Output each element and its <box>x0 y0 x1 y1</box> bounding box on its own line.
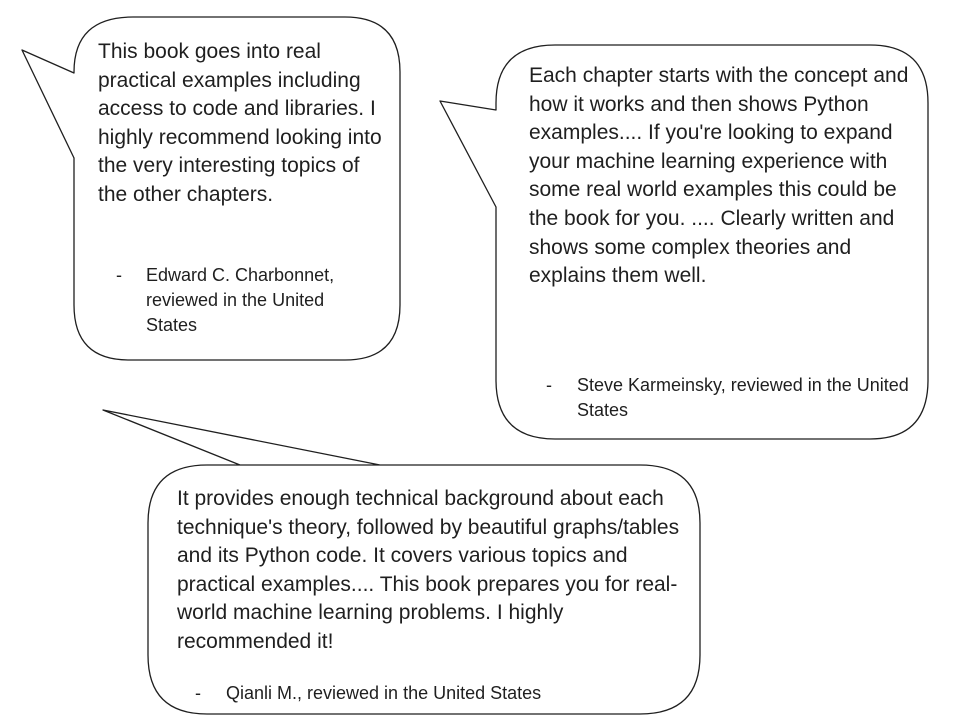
attribution-dash: - <box>116 265 122 285</box>
review-quote-3: It provides enough technical background … <box>177 487 680 653</box>
speech-bubble-1 <box>21 16 401 361</box>
review-quote-1: This book goes into real practical examp… <box>98 40 382 206</box>
review-attribution-3: - Qianli M., reviewed in the United Stat… <box>195 681 675 706</box>
attribution-dash: - <box>546 375 552 395</box>
reviewer-name: Steve Karmeinsky, reviewed in the United… <box>577 375 909 420</box>
reviewer-name: Edward C. Charbonnet, reviewed in the Un… <box>146 265 335 335</box>
speech-bubble-3 <box>102 409 701 715</box>
speech-bubble-2 <box>439 44 929 440</box>
review-quote-2: Each chapter starts with the concept and… <box>529 64 909 288</box>
reviewer-name: Qianli M., reviewed in the United States <box>226 683 542 703</box>
review-attribution-2: - Steve Karmeinsky, reviewed in the Unit… <box>546 373 916 423</box>
review-attribution-1: - Edward C. Charbonnet, reviewed in the … <box>116 263 386 338</box>
attribution-dash: - <box>195 683 201 703</box>
